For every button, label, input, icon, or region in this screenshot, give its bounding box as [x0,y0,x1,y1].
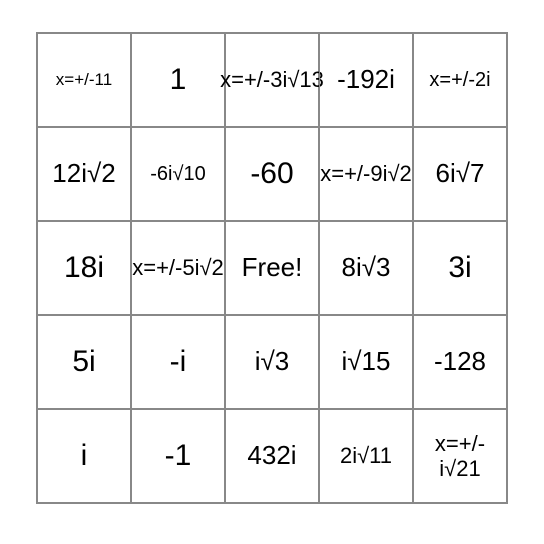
bingo-cell-3-2[interactable]: i√3 [225,315,319,409]
bingo-cell-4-4[interactable]: x=+/-i√21 [413,409,507,503]
bingo-cell-4-3[interactable]: 2i√11 [319,409,413,503]
bingo-cell-0-4[interactable]: x=+/-2i [413,33,507,127]
bingo-cell-4-2[interactable]: 432i [225,409,319,503]
bingo-cell-3-3[interactable]: i√15 [319,315,413,409]
bingo-cell-1-2[interactable]: -60 [225,127,319,221]
bingo-cell-1-3[interactable]: x=+/-9i√2 [319,127,413,221]
bingo-cell-3-4[interactable]: -128 [413,315,507,409]
bingo-cell-1-1[interactable]: -6i√10 [131,127,225,221]
bingo-cell-2-1[interactable]: x=+/-5i√2 [131,221,225,315]
bingo-cell-0-3[interactable]: -192i [319,33,413,127]
bingo-cell-0-1[interactable]: 1 [131,33,225,127]
bingo-cell-1-0[interactable]: 12i√2 [37,127,131,221]
bingo-cell-3-1[interactable]: -i [131,315,225,409]
bingo-cell-4-0[interactable]: i [37,409,131,503]
bingo-cell-2-3[interactable]: 8i√3 [319,221,413,315]
bingo-cell-2-4[interactable]: 3i [413,221,507,315]
bingo-cell-1-4[interactable]: 6i√7 [413,127,507,221]
bingo-grid: x=+/-111x=+/-3i√13-192ix=+/-2i 12i√2-6i√1… [36,32,508,504]
bingo-cell-3-0[interactable]: 5i [37,315,131,409]
bingo-cell-4-1[interactable]: -1 [131,409,225,503]
bingo-cell-0-0[interactable]: x=+/-11 [37,33,131,127]
bingo-cell-2-2[interactable]: Free! [225,221,319,315]
bingo-cell-2-0[interactable]: 18i [37,221,131,315]
bingo-cell-0-2[interactable]: x=+/-3i√13 [225,33,319,127]
